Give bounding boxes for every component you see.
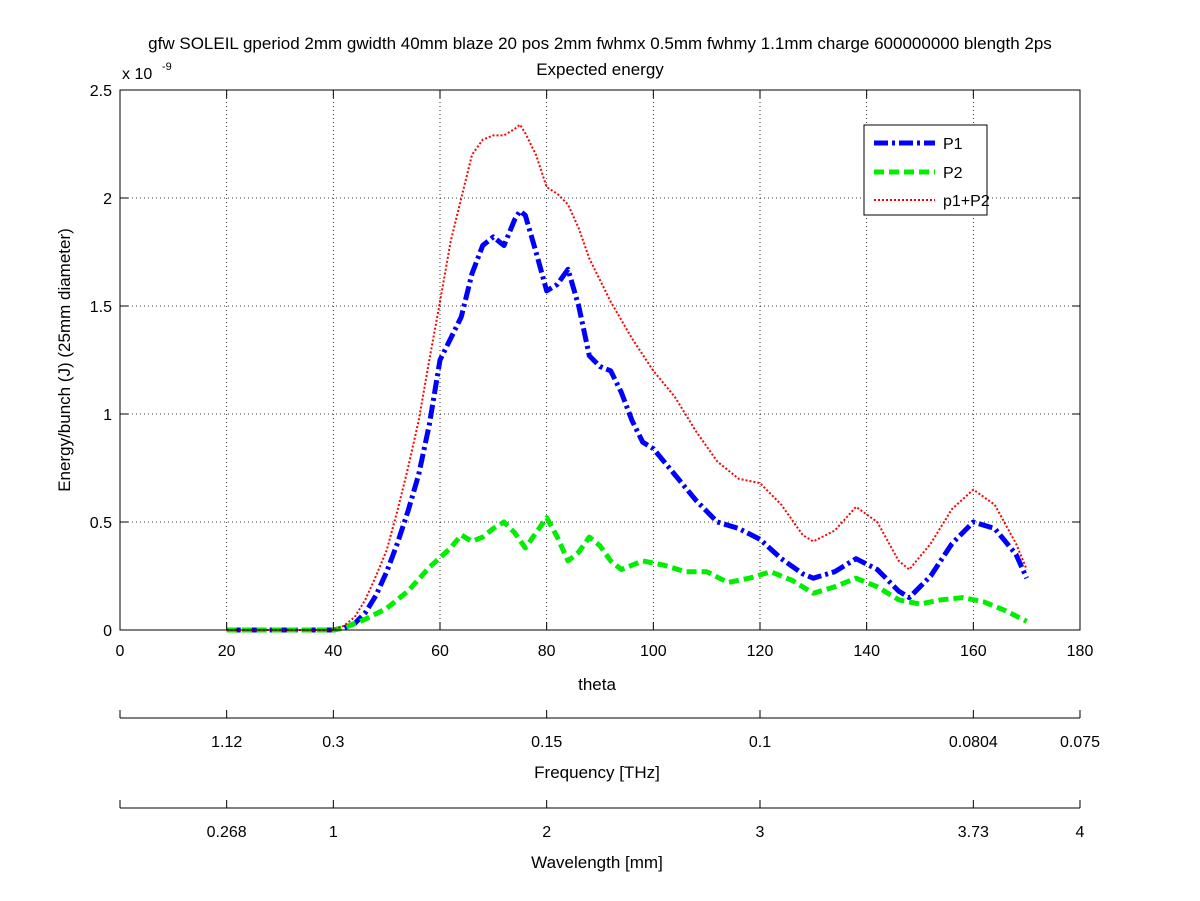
frequency-axis: 1.12 0.3 0.15 0.1 0.0804 0.075 [119, 710, 1100, 751]
y-tick-label: 0.5 [90, 515, 112, 532]
x-tick-label: 120 [747, 643, 774, 660]
frequency-axis-label: Frequency [THz] [534, 763, 660, 782]
x-tick-label: 100 [640, 643, 667, 660]
secondary-axis-tick-label: 1.12 [211, 734, 242, 751]
x-tick-label: 180 [1067, 643, 1094, 660]
wavelength-axis-label: Wavelength [mm] [531, 853, 663, 872]
secondary-axis-tick-label: 0.1 [749, 734, 771, 751]
y-exponent-label: x 10 -9 [122, 61, 172, 83]
wavelength-axis: 0.268 1 2 3 3.73 4 [119, 800, 1085, 841]
secondary-axis-tick-label: 1 [329, 824, 338, 841]
legend-label-p1: P1 [943, 136, 963, 153]
secondary-axis-tick-label: 3.73 [958, 824, 989, 841]
y-exponent-power: -9 [162, 61, 172, 73]
plot-frame [119, 89, 1081, 631]
secondary-axis-tick-label: 0.15 [531, 734, 562, 751]
y-tick-label: 1 [103, 407, 112, 424]
secondary-axis-tick-label: 0.3 [322, 734, 344, 751]
x-tick-label: 140 [853, 643, 880, 660]
secondary-axis-tick-label: 4 [1076, 824, 1085, 841]
y-tick-label: 0 [103, 623, 112, 640]
x-axis-label: theta [578, 675, 616, 694]
secondary-axis-tick-label: 0.268 [207, 824, 247, 841]
legend: P1 P2 p1+P2 [863, 124, 990, 216]
x-tick-label: 20 [218, 643, 236, 660]
y-exponent-base: x 10 [122, 66, 152, 83]
series-layer [226, 123, 1029, 633]
chart-subtitle: Expected energy [536, 60, 664, 79]
secondary-axis-tick-label: 3 [756, 824, 765, 841]
x-tick-label: 160 [960, 643, 987, 660]
chart-title: gfw SOLEIL gperiod 2mm gwidth 40mm blaze… [148, 34, 1052, 53]
secondary-axis-tick-label: 2 [542, 824, 551, 841]
y-tick-label: 1.5 [90, 299, 112, 316]
x-tick-label: 80 [538, 643, 556, 660]
series-line-p1 [226, 208, 1029, 633]
axis-ticks: 0 20 40 60 80 100 120 140 160 180 0 0.5 1 1.5 2 2.5 [90, 83, 1094, 660]
x-tick-label: 40 [324, 643, 342, 660]
series-line-p1-p2 [226, 123, 1028, 631]
secondary-axis-tick-label: 0.075 [1060, 734, 1100, 751]
y-tick-label: 2 [103, 191, 112, 208]
x-tick-label: 60 [431, 643, 449, 660]
secondary-axis-tick-label: 0.0804 [949, 734, 998, 751]
legend-label-p2: P2 [943, 165, 963, 182]
y-axis-label: Energy/bunch (J) (25mm diameter) [55, 228, 74, 492]
legend-label-p1p2: p1+P2 [943, 193, 990, 210]
x-tick-label: 0 [116, 643, 125, 660]
y-tick-label: 2.5 [90, 83, 112, 100]
